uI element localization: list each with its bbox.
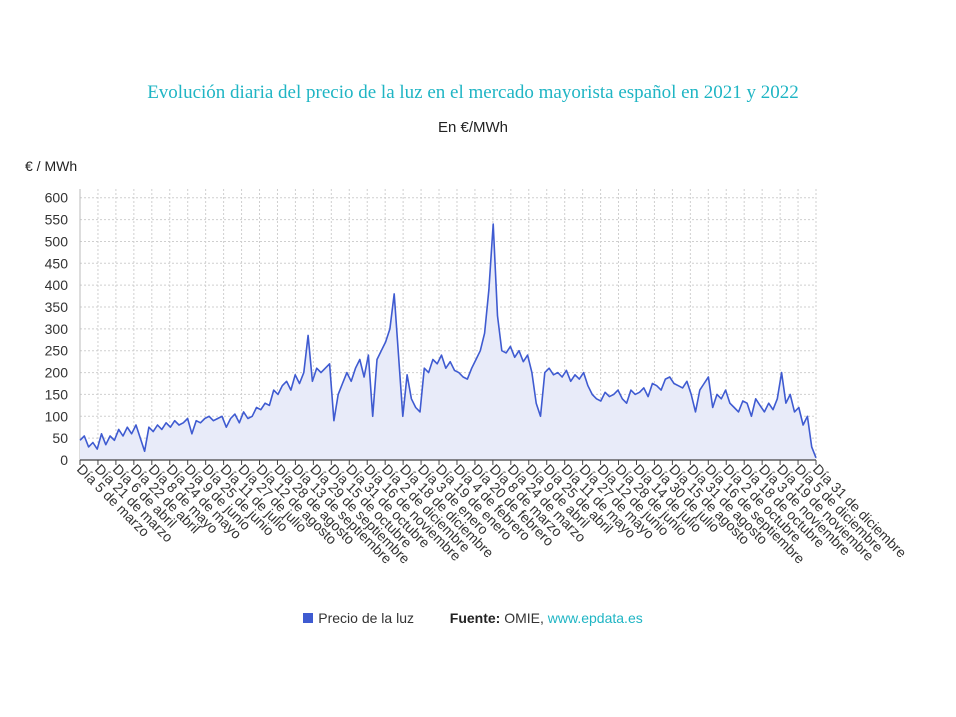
source-label: Fuente: <box>449 610 501 626</box>
chart-canvas: 0 50 100 150 200 250 300 350 400 450 500 550 600 Día… <box>45 189 910 567</box>
y-tick-label: 50 <box>52 430 68 446</box>
y-axis-ticks: 0 50 100 150 200 250 300 350 400 450 500 550 600 <box>45 189 81 468</box>
y-tick-label: 150 <box>45 386 69 402</box>
series-area <box>80 224 816 460</box>
y-tick-label: 600 <box>45 190 69 206</box>
y-tick-label: 0 <box>60 452 68 468</box>
legend: Precio de la luz Fuente: OMIE, www.epdat… <box>0 610 946 626</box>
legend-series-name: Precio de la luz <box>318 610 414 626</box>
source-link[interactable]: www.epdata.es <box>547 610 643 626</box>
series-line <box>79 223 817 459</box>
y-tick-label: 550 <box>45 212 69 228</box>
y-tick-label: 250 <box>45 343 69 359</box>
y-tick-label: 200 <box>45 365 69 381</box>
y-tick-label: 100 <box>45 408 69 424</box>
y-tick-label: 400 <box>45 277 69 293</box>
chart-subtitle: En €/MWh <box>437 119 509 136</box>
y-tick-label: 450 <box>45 255 69 271</box>
y-tick-label: 350 <box>45 299 69 315</box>
source-name: OMIE, <box>504 610 544 626</box>
chart-title: Evolución diaria del precio de la luz en… <box>147 82 799 103</box>
y-axis-label: € / MWh <box>25 158 78 174</box>
y-tick-label: 300 <box>45 321 69 337</box>
legend-swatch <box>303 613 314 623</box>
plot-area <box>79 223 817 460</box>
y-tick-label: 500 <box>45 233 69 249</box>
